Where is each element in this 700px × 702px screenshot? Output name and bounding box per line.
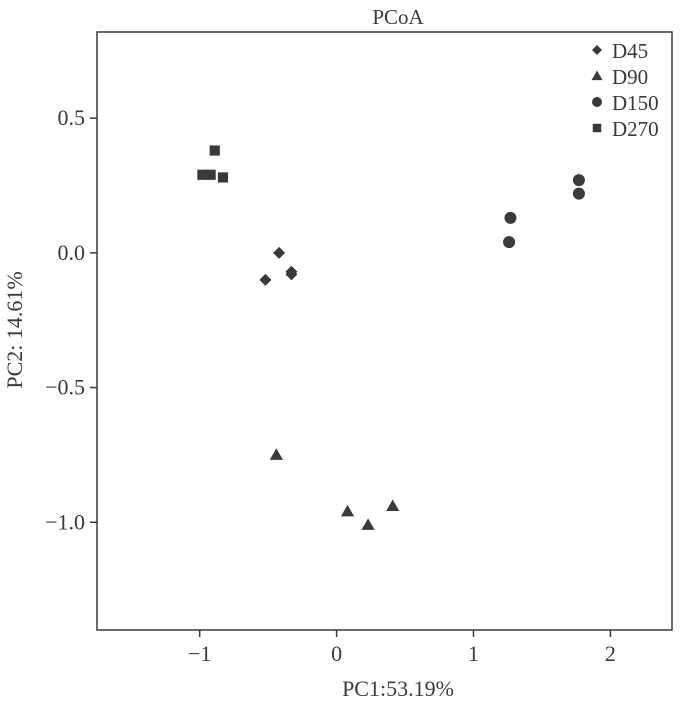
d270-point xyxy=(209,145,220,156)
y-axis-title: PC2: 14.61% xyxy=(2,271,27,388)
d45-point xyxy=(259,273,272,286)
legend-d90-label: D90 xyxy=(612,65,648,89)
x-tick-label: −1 xyxy=(188,641,211,666)
d150-point xyxy=(503,236,516,249)
x-tick-label: 1 xyxy=(468,641,479,666)
y-tick-label: 0.5 xyxy=(58,105,86,130)
x-axis-title: PC1:53.19% xyxy=(342,676,454,701)
d90-point xyxy=(340,504,355,517)
legend-d150-marker xyxy=(592,97,602,107)
d150-point xyxy=(504,211,517,224)
x-axis: −1 0 1 2 xyxy=(188,630,616,666)
chart-title: PCoA xyxy=(372,5,424,29)
legend-d90-marker xyxy=(591,70,603,81)
d90-point xyxy=(361,518,375,530)
d270-point xyxy=(217,172,229,183)
d45-point xyxy=(285,268,298,281)
d45-point xyxy=(273,246,286,259)
y-axis: 0.5 0.0 −0.5 −1.0 xyxy=(45,105,97,534)
data-points xyxy=(197,145,585,530)
legend-d270-label: D270 xyxy=(612,117,659,141)
x-tick-label: 0 xyxy=(331,641,342,666)
d150-point xyxy=(572,187,585,200)
y-tick-label: −0.5 xyxy=(45,375,85,400)
x-tick-label: 2 xyxy=(605,641,616,666)
d90-point xyxy=(269,448,283,460)
d90-point xyxy=(386,499,400,512)
legend-d270-marker xyxy=(592,123,602,133)
d150-point xyxy=(572,174,585,187)
d270-point xyxy=(197,169,208,180)
d270-point xyxy=(205,169,216,180)
y-tick-label: −1.0 xyxy=(45,509,85,534)
y-tick-label: 0.0 xyxy=(58,240,86,265)
legend-d45-marker xyxy=(592,45,602,55)
legend-d45-label: D45 xyxy=(612,39,648,63)
legend-d150-label: D150 xyxy=(612,91,659,115)
plot-area-frame xyxy=(96,31,673,631)
